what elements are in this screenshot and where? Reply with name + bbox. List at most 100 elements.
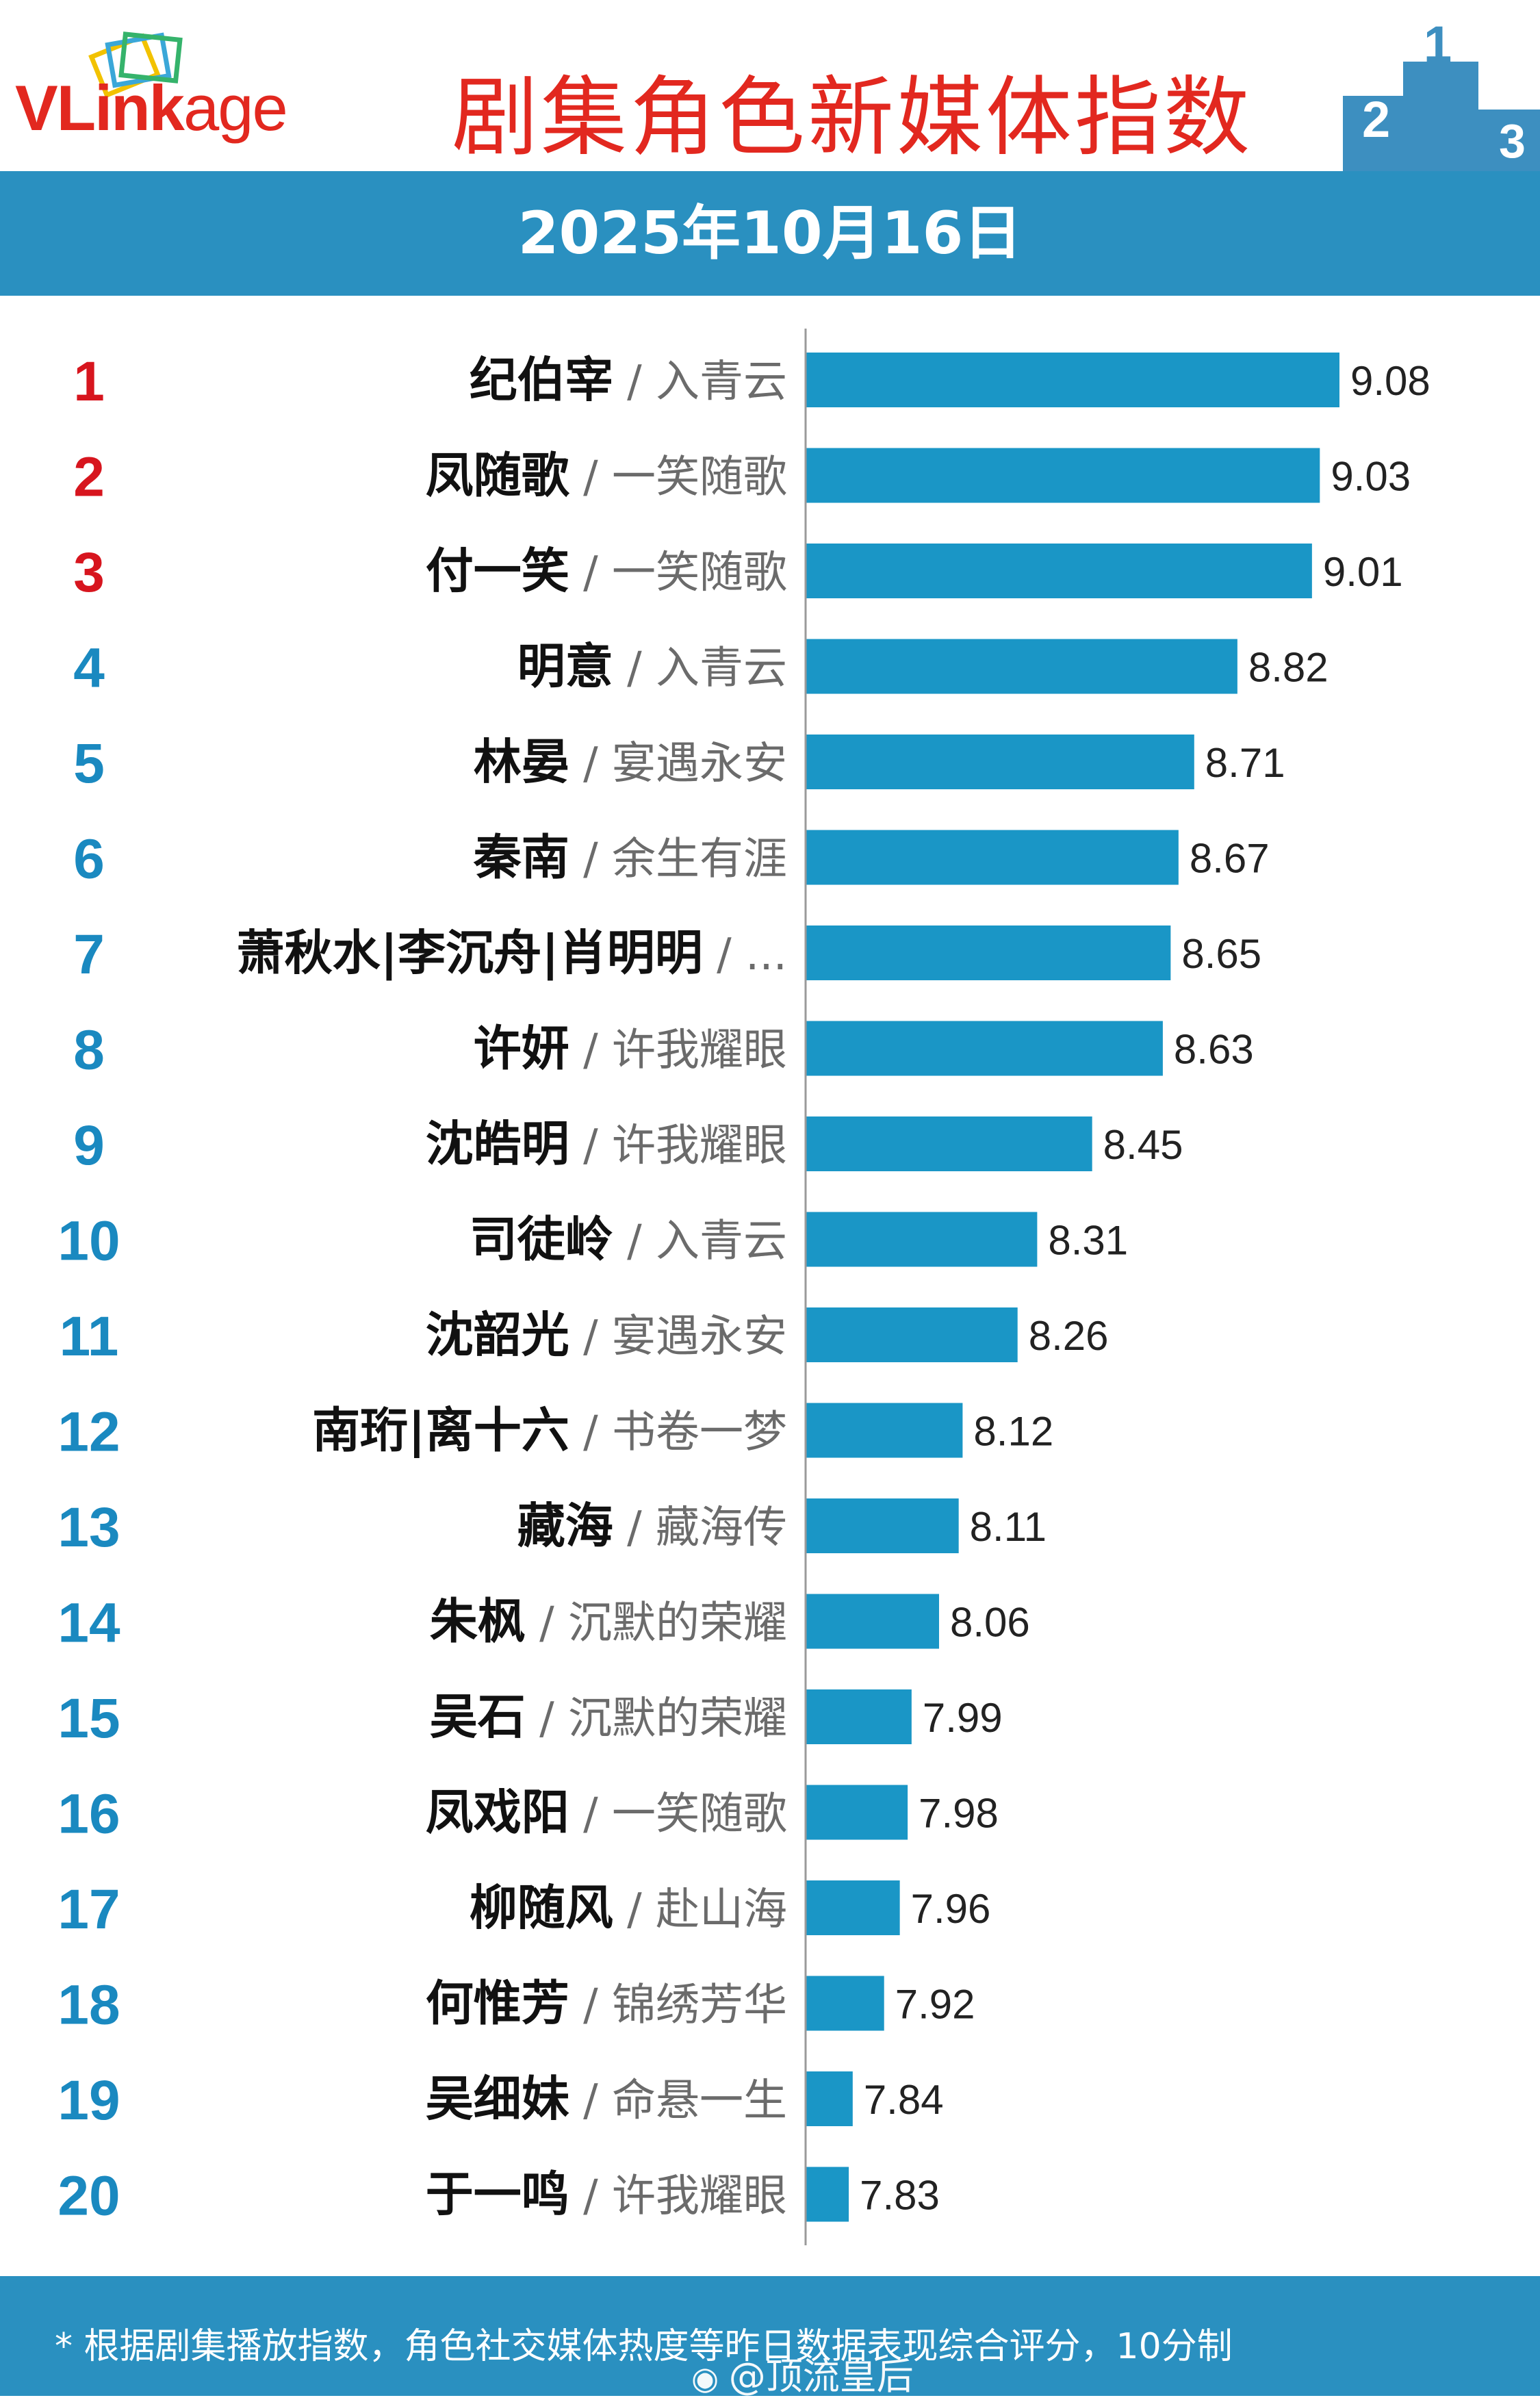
rank-label: 17 — [57, 1878, 120, 1941]
bar — [806, 2071, 853, 2126]
rank-label: 18 — [57, 1974, 120, 2037]
character-name: 南珩|离十六 — [312, 1403, 569, 1459]
value-label: 8.71 — [1205, 740, 1285, 786]
bar — [806, 1976, 884, 2031]
character-name: 明意 — [517, 639, 613, 695]
chart-row: 8 许妍 / 许我耀眼 8.63 — [73, 1019, 1253, 1082]
rank-label: 16 — [57, 1783, 120, 1846]
chart-row: 2 凤随歌 / 一笑随歌 9.03 — [73, 446, 1411, 509]
rank-label: 2 — [73, 446, 105, 509]
chart-row: 12 南珩|离十六 / 书卷一梦 8.12 — [57, 1401, 1053, 1464]
drama-name: / 许我耀眼 — [569, 1025, 787, 1076]
rank-label: 14 — [57, 1592, 120, 1655]
rank-label: 3 — [73, 541, 105, 604]
bar — [806, 1498, 959, 1553]
bar — [806, 1785, 908, 1840]
bar — [806, 353, 1339, 407]
value-label: 9.01 — [1323, 549, 1403, 595]
bar — [806, 1880, 900, 1935]
footnote: * 根据剧集播放指数，角色社交媒体热度等昨日数据表现综合评分，10分制 — [55, 2326, 1233, 2367]
header: VLinkage 剧集角色新媒体指数 2 1 3 — [0, 0, 1540, 171]
character-name: 凤戏阳 — [426, 1785, 569, 1841]
chart-row: 19 吴细妹 / 命悬一生 7.84 — [57, 2069, 943, 2132]
character-name: 凤随歌 — [426, 448, 570, 504]
podium-digit-3: 3 — [1499, 114, 1526, 168]
drama-name: / 藏海传 — [613, 1503, 787, 1553]
drama-name: / 余生有涯 — [569, 834, 787, 885]
brand-logo: VLinkage — [15, 27, 337, 157]
rank-label: 10 — [57, 1210, 120, 1273]
bar — [806, 1021, 1163, 1076]
weibo-icon: ◉ — [691, 2360, 729, 2397]
character-name: 付一笑 — [426, 543, 569, 599]
footer: * 根据剧集播放指数，角色社交媒体热度等昨日数据表现综合评分，10分制 ◉ @顶… — [0, 2276, 1540, 2398]
character-name: 吴细妹 — [426, 2071, 569, 2127]
value-label: 8.31 — [1048, 1218, 1128, 1264]
drama-name: / 沉默的荣耀 — [526, 1694, 787, 1744]
bar — [806, 1212, 1038, 1267]
drama-name: / 一笑随歌 — [569, 452, 787, 503]
category-label: 柳随风 / 赴山海 — [470, 1880, 787, 1936]
drama-name: / 许我耀眼 — [569, 2171, 787, 2222]
value-label: 8.12 — [973, 1409, 1053, 1455]
category-label: 付一笑 / 一笑随歌 — [426, 543, 787, 599]
category-label: 藏海 / 藏海传 — [517, 1498, 787, 1554]
bar — [806, 2167, 849, 2222]
category-label: 南珩|离十六 / 书卷一梦 — [312, 1403, 787, 1459]
drama-name: / 书卷一梦 — [569, 1407, 787, 1458]
bar — [806, 448, 1320, 503]
drama-name: / 沉默的荣耀 — [526, 1598, 787, 1649]
category-label: 林晏 / 宴遇永安 — [474, 734, 787, 790]
category-label: 纪伯宰 / 入青云 — [470, 352, 787, 408]
category-label: 何惟芳 / 锦绣芳华 — [426, 1976, 787, 2032]
bar — [806, 1307, 1018, 1362]
bar — [806, 1403, 963, 1458]
category-label: 凤戏阳 / 一笑随歌 — [426, 1785, 787, 1841]
rank-label: 12 — [57, 1401, 120, 1464]
category-label: 凤随歌 / 一笑随歌 — [426, 448, 787, 504]
character-name: 纪伯宰 — [470, 352, 613, 408]
chart-date: 2025年10月16日 — [517, 199, 1023, 268]
ranking-bar-chart: 1 纪伯宰 / 入青云 9.08 2 凤随歌 / 一笑随歌 9.03 3 付一笑 / 一笑随歌… — [57, 329, 1430, 2245]
drama-name: / 命悬一生 — [569, 2076, 787, 2126]
drama-name: / 宴遇永安 — [569, 739, 787, 789]
category-label: 吴石 / 沉默的荣耀 — [430, 1689, 787, 1745]
category-label: 秦南 / 余生有涯 — [473, 830, 787, 886]
drama-name: / 一笑随歌 — [569, 548, 787, 598]
watermark: ◉ @顶流皇后 — [691, 2346, 914, 2400]
character-name: 司徒岭 — [470, 1212, 613, 1268]
bar — [806, 925, 1171, 980]
character-name: 沈韶光 — [426, 1307, 569, 1363]
rank-label: 15 — [57, 1687, 120, 1750]
character-name: 藏海 — [517, 1498, 613, 1554]
category-label: 于一鸣 / 许我耀眼 — [426, 2167, 787, 2223]
rank-label: 9 — [73, 1114, 105, 1177]
character-name: 吴石 — [430, 1689, 526, 1745]
bar — [806, 639, 1237, 694]
chart-row: 6 秦南 / 余生有涯 8.67 — [73, 828, 1269, 891]
character-name: 何惟芳 — [426, 1976, 569, 2032]
character-name: 朱枫 — [430, 1594, 526, 1650]
chart-row: 14 朱枫 / 沉默的荣耀 8.06 — [57, 1592, 1029, 1655]
chart-row: 4 明意 / 入青云 8.82 — [73, 637, 1328, 700]
value-label: 8.26 — [1029, 1313, 1109, 1359]
bar — [806, 1689, 912, 1744]
value-label: 9.03 — [1331, 454, 1411, 500]
page-title: 剧集角色新媒体指数 — [452, 67, 1253, 168]
rank-label: 8 — [73, 1019, 105, 1082]
category-label: 萧秋水|李沉舟|肖明明 / ... — [237, 925, 787, 981]
brand-wordmark: VLinkage — [15, 72, 288, 144]
rank-label: 7 — [73, 923, 105, 986]
chart-row: 10 司徒岭 / 入青云 8.31 — [57, 1210, 1128, 1273]
rank-label: 20 — [57, 2165, 120, 2227]
drama-name: / 一笑随歌 — [569, 1789, 787, 1840]
character-name: 许妍 — [474, 1021, 569, 1077]
category-label: 许妍 / 许我耀眼 — [474, 1021, 787, 1077]
bar — [806, 1116, 1092, 1171]
character-name: 萧秋水|李沉舟|肖明明 — [237, 925, 703, 981]
value-label: 7.92 — [895, 1982, 975, 2028]
bar — [806, 544, 1312, 598]
logo-cards-icon — [88, 31, 183, 99]
drama-name: / 入青云 — [613, 1216, 787, 1267]
chart-row: 15 吴石 / 沉默的荣耀 7.99 — [57, 1687, 1002, 1750]
